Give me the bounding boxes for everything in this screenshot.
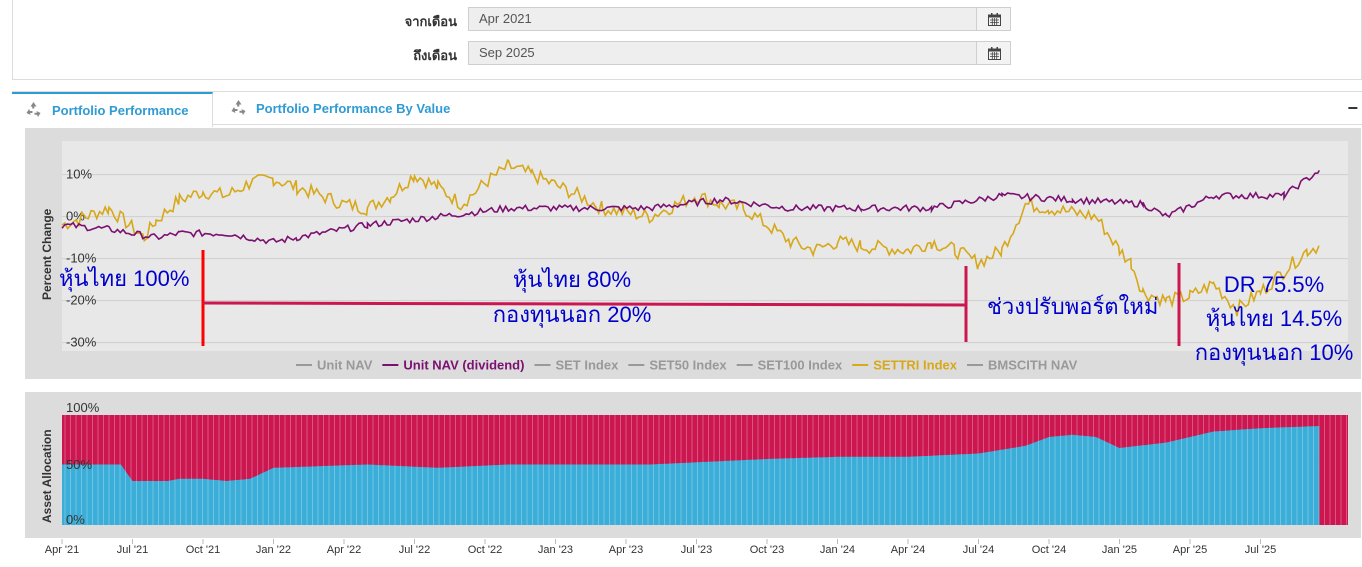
performance-ylabel: Percent Change [40, 208, 54, 300]
x-tick-label: Oct '24 [1032, 544, 1067, 556]
tab-portfolio-performance[interactable]: Portfolio Performance [12, 92, 213, 127]
collapse-button[interactable]: − [1347, 98, 1358, 118]
legend-item[interactable]: SET100 Index [736, 358, 843, 373]
legend-label: SETTRI Index [873, 358, 958, 373]
recycle-icon [26, 102, 41, 117]
calendar-icon [988, 47, 1001, 60]
x-tick-label: Jan '25 [1102, 544, 1137, 556]
legend-item[interactable]: Unit NAV [296, 358, 373, 373]
from-month-label: จากเดือน [404, 14, 457, 29]
chart-tabs: Portfolio Performance Portfolio Performa… [12, 91, 1362, 127]
tab-portfolio-performance-label: Portfolio Performance [52, 103, 189, 118]
x-tick-label: Apr '23 [609, 544, 644, 556]
x-tick-label: Jul '24 [963, 544, 994, 556]
tab-portfolio-performance-by-value-label: Portfolio Performance By Value [256, 101, 451, 116]
legend-item[interactable]: Unit NAV (dividend) [382, 358, 524, 373]
annotation-thai-14: หุ้นไทย 14.5% [1206, 306, 1343, 332]
allocation-y-tick-label: 100% [66, 400, 100, 415]
performance-y-tick-label: 10% [66, 167, 92, 182]
allocation-y-tick-label: 0% [66, 512, 85, 527]
from-month-calendar-button[interactable] [976, 7, 1011, 31]
legend-label: SET100 Index [758, 358, 843, 373]
x-tick-label: Jul '25 [1245, 544, 1276, 556]
x-tick-label: Apr '24 [891, 544, 926, 556]
legend-item[interactable]: SET Index [534, 358, 619, 373]
legend-label: SET Index [555, 358, 619, 373]
x-tick-label: Jan '24 [820, 544, 855, 556]
allocation-y-tick-label: 50% [66, 457, 92, 472]
legend-label: SET50 Index [649, 358, 727, 373]
x-tick-label: Apr '21 [45, 544, 80, 556]
to-month-input[interactable]: Sep 2025 [468, 41, 1011, 65]
legend-item[interactable]: SET50 Index [628, 358, 727, 373]
date-filter-panel: จากเดือน Apr 2021 ถึงเดือน Sep 2025 [12, 0, 1362, 80]
x-tick-label: Apr '22 [327, 544, 362, 556]
calendar-icon [988, 13, 1001, 26]
legend-label: Unit NAV (dividend) [403, 358, 524, 373]
legend-label: BMSCITH NAV [988, 358, 1078, 373]
chart-area: 10% 0% -10% -20% -30% Percent Change Unit NA… [24, 128, 1362, 565]
annotation-rebalancing: ช่วงปรับพอร์ตใหม่ [987, 294, 1158, 319]
legend-item[interactable]: BMSCITH NAV [966, 358, 1078, 373]
x-tick-label: Apr '25 [1173, 544, 1208, 556]
performance-plot-bg [62, 141, 1348, 351]
x-tick-label: Oct '22 [468, 544, 503, 556]
annotation-dr-75: DR 75.5% [1224, 272, 1324, 297]
series-line-unit-nav-dividend [61, 170, 1320, 245]
performance-y-tick-label: 0% [66, 209, 85, 224]
x-tick-label: Jul '21 [117, 544, 148, 556]
annotation-foreign-20: กองทุนนอก 20% [493, 302, 652, 328]
x-tick-label: Oct '21 [186, 544, 221, 556]
to-month-row: ถึงเดือน Sep 2025 [13, 41, 1362, 65]
from-month-row: จากเดือน Apr 2021 [13, 7, 1362, 31]
x-tick-label: Jan '22 [256, 544, 291, 556]
tab-portfolio-performance-by-value[interactable]: Portfolio Performance By Value [215, 92, 535, 126]
legend-item[interactable]: SETTRI Index [852, 358, 958, 373]
from-month-input[interactable]: Apr 2021 [468, 7, 1011, 31]
x-tick-label: Jul '23 [681, 544, 712, 556]
to-month-label: ถึงเดือน [413, 48, 457, 63]
performance-y-tick-label: -30% [66, 335, 97, 350]
annotation-foreign-10: กองทุนนอก 10% [1195, 340, 1354, 366]
x-tick-label: Jul '22 [399, 544, 430, 556]
charts-svg: 10% 0% -10% -20% -30% Percent Change Unit NA… [25, 128, 1361, 556]
annotation-period-line [202, 301, 968, 307]
annotation-thai-80: หุ้นไทย 80% [513, 267, 631, 293]
performance-y-tick-label: -10% [66, 251, 97, 266]
recycle-icon [231, 100, 246, 115]
to-month-calendar-button[interactable] [976, 41, 1011, 65]
performance-y-tick-label: -20% [66, 293, 97, 308]
legend-label: Unit NAV [317, 358, 373, 373]
x-tick-label: Jan '23 [538, 544, 573, 556]
allocation-ylabel: Asset Allocation [40, 429, 54, 523]
allocation-lower-area [62, 426, 1320, 525]
x-tick-label: Oct '23 [750, 544, 785, 556]
annotation-thai-100: หุ้นไทย 100% [59, 266, 189, 292]
series-line-settri-index [61, 159, 1320, 317]
